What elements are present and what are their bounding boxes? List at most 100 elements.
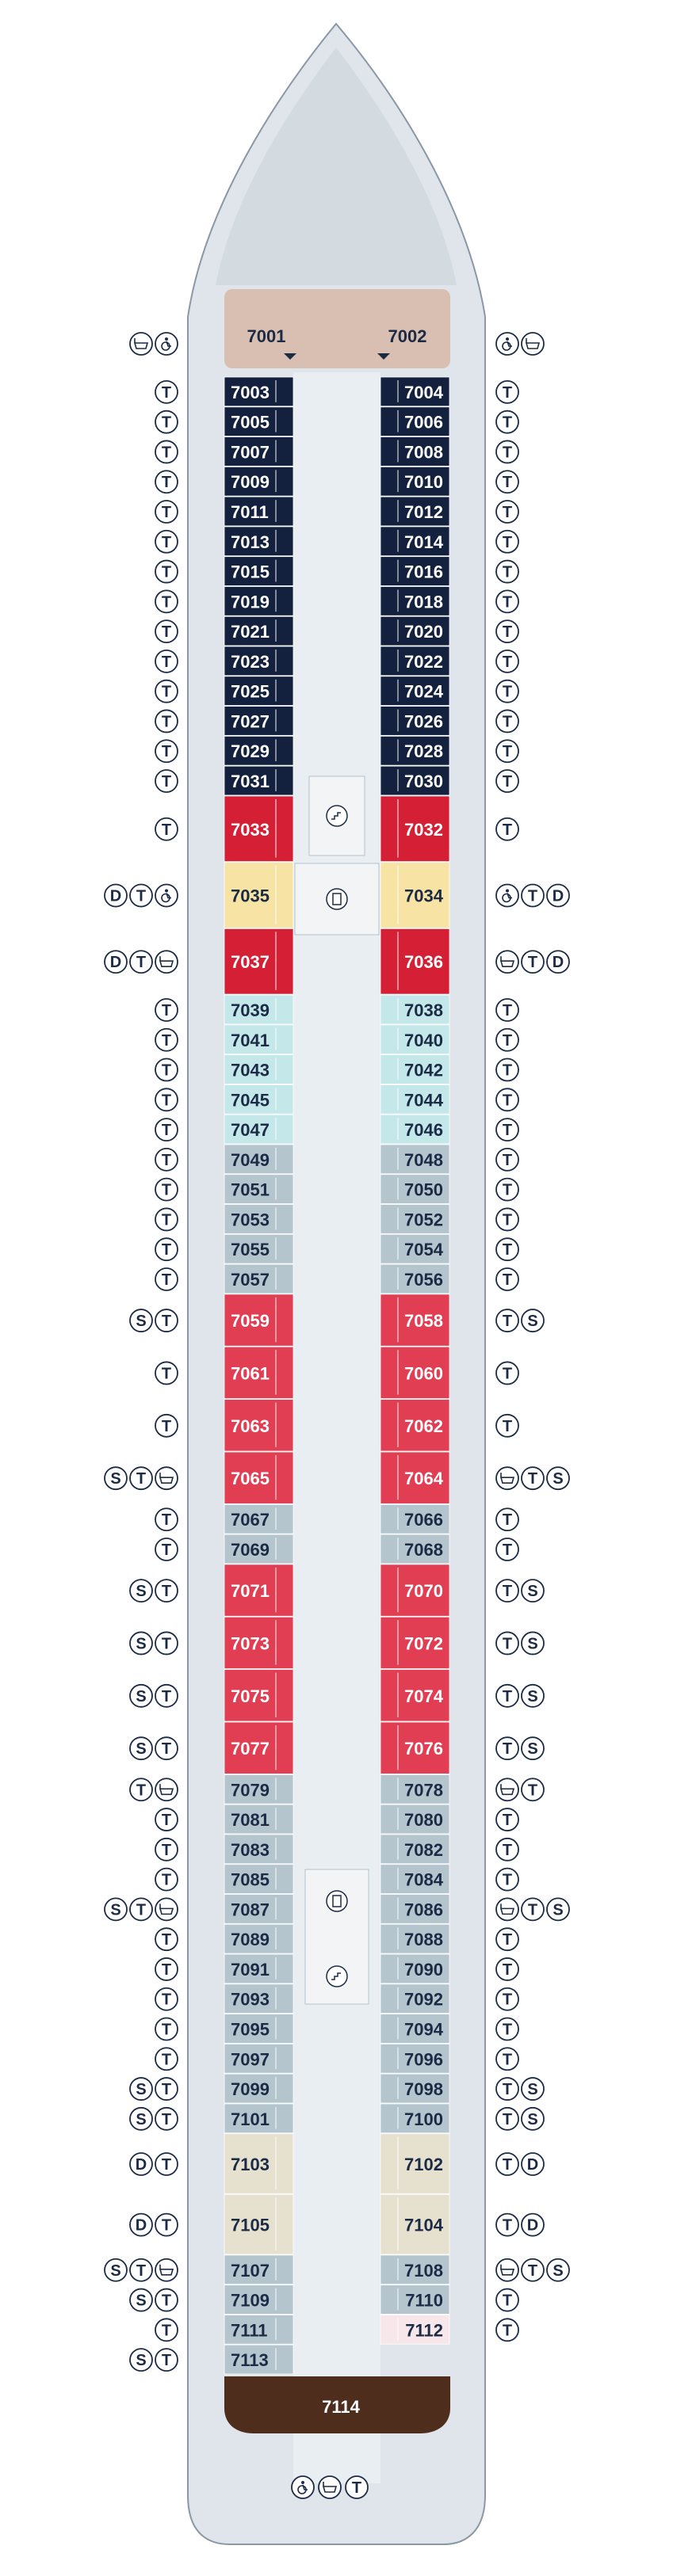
cabin-7101[interactable] xyxy=(224,2103,294,2134)
cabin-7006[interactable] xyxy=(380,406,450,436)
cabin-7065[interactable] xyxy=(224,1451,294,1504)
cabin-7031[interactable] xyxy=(224,765,294,796)
cabin-7039[interactable] xyxy=(224,994,294,1025)
cabin-7054[interactable] xyxy=(380,1233,450,1264)
cabin-7002[interactable]: 7002 xyxy=(388,326,427,346)
cabin-7077[interactable] xyxy=(224,1721,294,1774)
cabin-7037[interactable] xyxy=(224,928,294,995)
cabin-7049[interactable] xyxy=(224,1144,294,1175)
cabin-7036[interactable] xyxy=(380,928,450,995)
cabin-7052[interactable] xyxy=(380,1204,450,1234)
cabin-7046[interactable] xyxy=(380,1114,450,1145)
cabin-7032[interactable] xyxy=(380,795,450,863)
cabin-7044[interactable] xyxy=(380,1084,450,1115)
cabin-7068[interactable] xyxy=(380,1534,450,1564)
cabin-7107[interactable] xyxy=(224,2254,294,2285)
cabin-7084[interactable] xyxy=(380,1864,450,1894)
cabin-7009[interactable] xyxy=(224,466,294,497)
cabin-7088[interactable] xyxy=(380,1923,450,1954)
cabin-7076[interactable] xyxy=(380,1721,450,1774)
cabin-7086[interactable] xyxy=(380,1894,450,1924)
cabin-7053[interactable] xyxy=(224,1204,294,1234)
cabin-7096[interactable] xyxy=(380,2043,450,2074)
cabin-7058[interactable] xyxy=(380,1294,450,1347)
cabin-7023[interactable] xyxy=(224,646,294,676)
cabin-7011[interactable] xyxy=(224,496,294,527)
cabin-7080[interactable] xyxy=(380,1804,450,1835)
cabin-7013[interactable] xyxy=(224,526,294,557)
cabin-7024[interactable] xyxy=(380,676,450,706)
cabin-7083[interactable] xyxy=(224,1834,294,1865)
cabin-7028[interactable] xyxy=(380,735,450,766)
cabin-7064[interactable] xyxy=(380,1451,450,1504)
cabin-7114[interactable]: 7114 xyxy=(322,2397,360,2417)
cabin-7067[interactable] xyxy=(224,1503,294,1534)
cabin-7105[interactable] xyxy=(224,2193,294,2255)
cabin-7104[interactable] xyxy=(380,2193,450,2255)
cabin-7020[interactable] xyxy=(380,615,450,646)
cabin-7079[interactable] xyxy=(224,1774,294,1804)
cabin-7100[interactable] xyxy=(380,2103,450,2134)
cabin-7081[interactable] xyxy=(224,1804,294,1835)
cabin-7089[interactable] xyxy=(224,1923,294,1954)
cabin-7103[interactable] xyxy=(224,2133,294,2194)
cabin-7055[interactable] xyxy=(224,1233,294,1264)
cabin-7060[interactable] xyxy=(380,1346,450,1400)
cabin-7047[interactable] xyxy=(224,1114,294,1145)
cabin-7029[interactable] xyxy=(224,735,294,766)
cabin-7109[interactable] xyxy=(224,2284,294,2315)
cabin-7027[interactable] xyxy=(224,706,294,736)
cabin-7098[interactable] xyxy=(380,2073,450,2104)
cabin-7061[interactable] xyxy=(224,1346,294,1400)
cabin-7075[interactable] xyxy=(224,1669,294,1722)
cabin-7042[interactable] xyxy=(380,1054,450,1084)
cabin-7021[interactable] xyxy=(224,615,294,646)
cabin-7099[interactable] xyxy=(224,2073,294,2104)
cabin-7071[interactable] xyxy=(224,1564,294,1617)
cabin-7016[interactable] xyxy=(380,556,450,586)
cabin-7050[interactable] xyxy=(380,1174,450,1204)
cabin-7112[interactable] xyxy=(380,2315,450,2345)
cabin-7085[interactable] xyxy=(224,1864,294,1894)
cabin-7070[interactable] xyxy=(380,1564,450,1617)
cabin-7026[interactable] xyxy=(380,706,450,736)
cabin-7018[interactable] xyxy=(380,586,450,616)
cabin-7066[interactable] xyxy=(380,1503,450,1534)
cabin-7038[interactable] xyxy=(380,994,450,1025)
cabin-7012[interactable] xyxy=(380,496,450,527)
cabin-7003[interactable] xyxy=(224,376,294,407)
cabin-7034[interactable] xyxy=(380,862,450,928)
cabin-7069[interactable] xyxy=(224,1534,294,1564)
cabin-7008[interactable] xyxy=(380,436,450,467)
cabin-7048[interactable] xyxy=(380,1144,450,1175)
cabin-7072[interactable] xyxy=(380,1616,450,1670)
cabin-7095[interactable] xyxy=(224,2014,294,2044)
cabin-7051[interactable] xyxy=(224,1174,294,1204)
cabin-7078[interactable] xyxy=(380,1774,450,1804)
cabin-7019[interactable] xyxy=(224,586,294,616)
cabin-7082[interactable] xyxy=(380,1834,450,1865)
cabin-7090[interactable] xyxy=(380,1953,450,1984)
cabin-7074[interactable] xyxy=(380,1669,450,1722)
cabin-7114-area[interactable] xyxy=(224,2376,450,2433)
cabin-7025[interactable] xyxy=(224,676,294,706)
cabin-7022[interactable] xyxy=(380,646,450,676)
cabin-7102[interactable] xyxy=(380,2133,450,2194)
cabin-7001[interactable]: 7001 xyxy=(247,326,286,346)
cabin-7041[interactable] xyxy=(224,1024,294,1055)
cabin-7015[interactable] xyxy=(224,556,294,586)
cabin-7108[interactable] xyxy=(380,2254,450,2285)
cabin-7010[interactable] xyxy=(380,466,450,497)
cabin-7059[interactable] xyxy=(224,1294,294,1347)
cabin-7057[interactable] xyxy=(224,1263,294,1294)
cabin-7033[interactable] xyxy=(224,795,294,863)
cabin-7094[interactable] xyxy=(380,2014,450,2044)
cabin-7043[interactable] xyxy=(224,1054,294,1084)
cabin-7097[interactable] xyxy=(224,2043,294,2074)
cabin-7056[interactable] xyxy=(380,1263,450,1294)
cabin-7035[interactable] xyxy=(224,862,294,928)
cabin-7007[interactable] xyxy=(224,436,294,467)
cabin-7087[interactable] xyxy=(224,1894,294,1924)
cabin-7030[interactable] xyxy=(380,765,450,796)
cabin-7045[interactable] xyxy=(224,1084,294,1115)
